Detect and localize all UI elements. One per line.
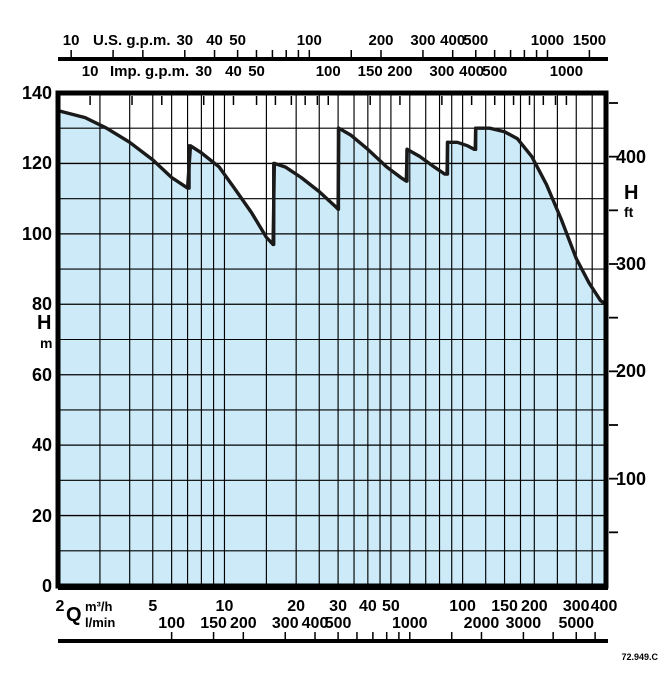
left-axis-tick-label: 140 xyxy=(21,83,52,103)
bottom-axis-lmin-tick-label: 2000 xyxy=(463,615,500,632)
bottom-axis-m3h-tick-label: 200 xyxy=(520,598,548,615)
right-axis-tick-label: 100 xyxy=(616,468,647,489)
bottom-axis-lmin-tick-label: 3000 xyxy=(505,615,542,632)
left-axis-tick-label: 80 xyxy=(31,294,52,315)
top-axis-imp-gpm-tick-label: 40 xyxy=(225,63,242,80)
bottom-axis-m3h-tick-label: 150 xyxy=(491,598,518,615)
left-axis-tick-label: 40 xyxy=(31,435,52,456)
top-axis-imp-gpm-tick-label: 300 xyxy=(429,63,455,80)
envelope-upper-curve xyxy=(58,108,606,306)
bottom-axis-lmin-tick-label: 100 xyxy=(158,615,185,632)
top-axis-us-gpm-tick-label: 40 xyxy=(206,32,223,49)
bottom-axis-m3h-tick-label: 40 xyxy=(358,598,377,615)
top-axis-imp-gpm-title: Imp. g.p.m. xyxy=(110,63,190,80)
top-axis-imp-gpm-tick-label: 150 xyxy=(357,63,383,80)
bottom-axis-m3h-tick-label: 400 xyxy=(590,598,618,615)
right-axis-title: H xyxy=(624,182,639,204)
top-axis-us-gpm-tick-label: 500 xyxy=(463,32,489,49)
top-axis-us-gpm-tick-label: 30 xyxy=(176,32,194,49)
bottom-axis-lmin-tick-label: 400 xyxy=(301,615,329,632)
left-axis-tick-label: 0 xyxy=(41,576,52,596)
bottom-axis-lmin-tick-label: 300 xyxy=(271,615,299,632)
bottom-axis-m3h-tick-label: 100 xyxy=(449,598,476,615)
top-axis-imp-gpm-tick-label: 100 xyxy=(315,63,341,80)
top-axis-us-gpm-tick-label: 1000 xyxy=(530,32,565,49)
top-axis-imp-gpm-tick-label: 50 xyxy=(248,63,265,80)
left-axis-title: H xyxy=(37,312,52,334)
top-axis-imp-gpm-tick-label: 30 xyxy=(195,63,213,80)
top-axis-us-gpm-tick-label: 50 xyxy=(229,32,246,49)
top-axis-imp-gpm-tick-label: 200 xyxy=(387,63,413,80)
envelope-fill-area xyxy=(58,110,606,586)
bottom-axis-lmin-tick-label: 5000 xyxy=(558,615,595,632)
top-axis-us-gpm-tick-label: 100 xyxy=(296,32,322,49)
top-axis-us-gpm-tick-label: 400 xyxy=(440,32,466,49)
right-axis-unit: ft xyxy=(624,204,634,220)
bottom-axis-lmin-tick-label: 1000 xyxy=(391,615,428,632)
left-axis-tick-label: 60 xyxy=(31,364,52,385)
flow-symbol-Q: Q xyxy=(66,604,82,626)
top-axis-us-gpm-title: U.S. g.p.m. xyxy=(93,32,171,49)
bottom-axis-lmin-tick-label: 500 xyxy=(324,615,352,632)
bottom-axis-m3h-tick-label: 30 xyxy=(329,598,347,615)
top-axis-imp-gpm-tick-label: 1000 xyxy=(549,63,584,80)
bottom-axis-m3h-tick-label: 50 xyxy=(382,598,400,615)
top-axis-us-gpm-tick-label: 10 xyxy=(62,32,80,49)
left-axis-unit: m xyxy=(40,335,53,351)
top-axis-us-gpm-tick-label: 1500 xyxy=(572,32,607,49)
top-axis-imp-gpm-tick-label: 10 xyxy=(81,63,99,80)
top-axis-us-gpm-tick-label: 300 xyxy=(410,32,436,49)
bottom-axis-m3h-title: m³/h xyxy=(85,599,113,614)
plot-frame xyxy=(55,90,609,589)
bottom-axis-m3h-tick-label: 10 xyxy=(215,598,234,615)
right-axis-tick-label: 300 xyxy=(616,254,647,274)
bottom-axis-m3h-tick-label: 300 xyxy=(562,598,590,615)
bottom-axis-m3h-tick-label: 2 xyxy=(55,598,65,615)
top-axis-imp-gpm-tick-label: 400 xyxy=(459,63,485,80)
bottom-axis-lmin-tick-label: 200 xyxy=(229,615,257,632)
bottom-axis-m3h-tick-label: 20 xyxy=(287,598,306,615)
bottom-axis-lmin-title: l/min xyxy=(85,615,116,630)
drawing-code: 72.949.C xyxy=(621,652,658,662)
top-axis-us-gpm-tick-label: 200 xyxy=(368,32,394,49)
left-axis-tick-label: 120 xyxy=(21,153,52,174)
top-axis-imp-gpm-tick-label: 500 xyxy=(482,63,508,80)
bottom-axis-lmin-tick-label: 150 xyxy=(200,615,227,632)
bottom-axis-m3h-tick-label: 5 xyxy=(148,598,158,615)
right-axis-tick-label: 400 xyxy=(616,146,647,167)
left-axis-tick-label: 20 xyxy=(31,505,52,526)
right-axis-tick-label: 200 xyxy=(616,361,647,382)
left-axis-tick-label: 100 xyxy=(21,223,52,244)
